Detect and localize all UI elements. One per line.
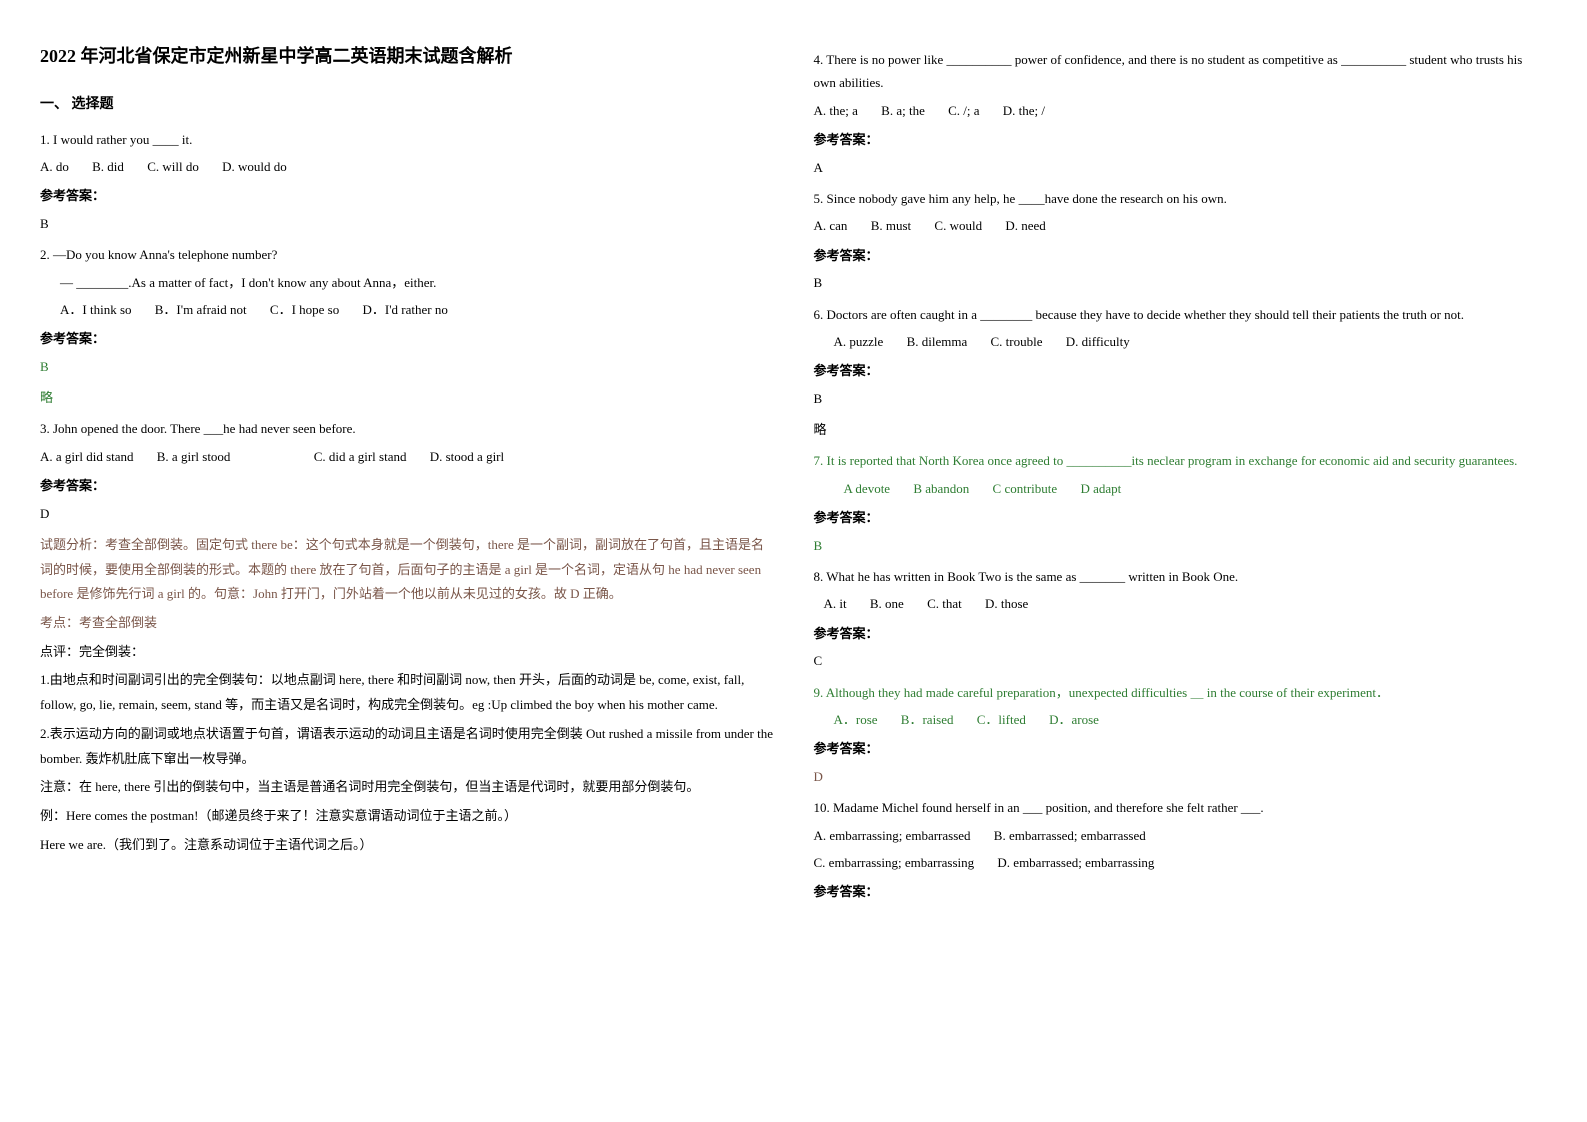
q8-answer: C xyxy=(814,649,1548,672)
q6-answer-label: 参考答案： xyxy=(814,359,1548,382)
q6-opt-c: C. trouble xyxy=(990,334,1042,349)
question-8-options: A. it B. one C. that D. those xyxy=(814,592,1548,615)
q4-opt-a: A. the; a xyxy=(814,103,858,118)
q1-answer: B xyxy=(40,212,774,235)
q3-exp8: Here we are.（我们到了。注意系动词位于主语代词之后。） xyxy=(40,833,774,858)
q4-opt-d: D. the; / xyxy=(1003,103,1045,118)
q3-opt-a: A. a girl did stand xyxy=(40,449,134,464)
question-6: 6. Doctors are often caught in a _______… xyxy=(814,303,1548,326)
q3-opt-c: C. did a girl stand xyxy=(314,449,407,464)
question-2: 2. —Do you know Anna's telephone number? xyxy=(40,243,774,266)
q5-answer: B xyxy=(814,271,1548,294)
question-1-options: A. do B. did C. will do D. would do xyxy=(40,155,774,178)
q7-opt-a: A devote xyxy=(844,481,891,496)
q7-answer-label: 参考答案： xyxy=(814,506,1548,529)
q10-opt-d: D. embarrassed; embarrassing xyxy=(997,855,1154,870)
q8-opt-c: C. that xyxy=(927,596,962,611)
question-3: 3. John opened the door. There ___he had… xyxy=(40,417,774,440)
right-column: 4. There is no power like __________ pow… xyxy=(814,40,1548,904)
question-4: 4. There is no power like __________ pow… xyxy=(814,48,1548,95)
q2-answer: B xyxy=(40,355,774,378)
q3-exp3: 点评：完全倒装： xyxy=(40,640,774,665)
question-10-options: A. embarrassing; embarrassed B. embarras… xyxy=(814,824,1548,847)
question-2-line2: — ________.As a matter of fact，I don't k… xyxy=(40,271,774,294)
q1-opt-b: B. did xyxy=(92,159,124,174)
q7-opt-c: C contribute xyxy=(993,481,1058,496)
question-7-options: A devote B abandon C contribute D adapt xyxy=(814,477,1548,500)
q1-answer-label: 参考答案： xyxy=(40,184,774,207)
q10-opt-c: C. embarrassing; embarrassing xyxy=(814,855,975,870)
q9-answer: D xyxy=(814,765,1548,788)
page-title: 2022 年河北省保定市定州新星中学高二英语期末试题含解析 xyxy=(40,40,774,72)
question-9: 9. Although they had made careful prepar… xyxy=(814,681,1548,704)
question-2-options: A．I think so B．I'm afraid not C．I hope s… xyxy=(40,298,774,321)
q2-opt-c: C．I hope so xyxy=(270,302,339,317)
q4-opt-b: B. a; the xyxy=(881,103,925,118)
q9-opt-d: D．arose xyxy=(1049,712,1099,727)
section-heading: 一、 选择题 xyxy=(40,92,774,117)
q2-note: 略 xyxy=(40,386,774,409)
question-5: 5. Since nobody gave him any help, he __… xyxy=(814,187,1548,210)
q5-opt-a: A. can xyxy=(814,218,848,233)
q8-opt-b: B. one xyxy=(870,596,904,611)
question-3-options: A. a girl did stand B. a girl stood C. d… xyxy=(40,445,774,468)
q5-opt-b: B. must xyxy=(871,218,911,233)
q3-answer-label: 参考答案： xyxy=(40,474,774,497)
q8-opt-d: D. those xyxy=(985,596,1028,611)
q5-answer-label: 参考答案： xyxy=(814,244,1548,267)
q2-answer-label: 参考答案： xyxy=(40,327,774,350)
q6-opt-b: B. dilemma xyxy=(907,334,968,349)
q7-opt-d: D adapt xyxy=(1080,481,1121,496)
q8-answer-label: 参考答案： xyxy=(814,622,1548,645)
q10-opt-a: A. embarrassing; embarrassed xyxy=(814,828,971,843)
left-column: 2022 年河北省保定市定州新星中学高二英语期末试题含解析 一、 选择题 1. … xyxy=(40,40,774,904)
q3-exp2: 考点：考查全部倒装 xyxy=(40,611,774,636)
q2-opt-b: B．I'm afraid not xyxy=(155,302,247,317)
q3-exp1: 试题分析：考查全部倒装。固定句式 there be：这个句式本身就是一个倒装句，… xyxy=(40,533,774,607)
q4-answer-label: 参考答案： xyxy=(814,128,1548,151)
q3-exp6: 注意：在 here, there 引出的倒装句中，当主语是普通名词时用完全倒装句… xyxy=(40,775,774,800)
q4-answer: A xyxy=(814,156,1548,179)
q7-opt-b: B abandon xyxy=(913,481,969,496)
q1-opt-a: A. do xyxy=(40,159,69,174)
q10-opt-b: B. embarrassed; embarrassed xyxy=(994,828,1146,843)
q1-opt-d: D. would do xyxy=(222,159,287,174)
question-10: 10. Madame Michel found herself in an __… xyxy=(814,796,1548,819)
question-5-options: A. can B. must C. would D. need xyxy=(814,214,1548,237)
q2-opt-d: D．I'd rather no xyxy=(363,302,448,317)
q9-opt-b: B．raised xyxy=(901,712,954,727)
q3-exp4: 1.由地点和时间副词引出的完全倒装句：以地点副词 here, there 和时间… xyxy=(40,668,774,717)
q9-opt-c: C．lifted xyxy=(977,712,1026,727)
q6-opt-a: A. puzzle xyxy=(834,334,884,349)
q2-opt-a: A．I think so xyxy=(60,302,132,317)
q6-opt-d: D. difficulty xyxy=(1066,334,1130,349)
q3-opt-d: D. stood a girl xyxy=(430,449,504,464)
question-10-options-2: C. embarrassing; embarrassing D. embarra… xyxy=(814,851,1548,874)
q3-answer: D xyxy=(40,502,774,525)
q7-answer: B xyxy=(814,534,1548,557)
q10-answer-label: 参考答案： xyxy=(814,880,1548,903)
q3-opt-b: B. a girl stood xyxy=(157,449,231,464)
question-6-options: A. puzzle B. dilemma C. trouble D. diffi… xyxy=(814,330,1548,353)
q6-answer: B xyxy=(814,387,1548,410)
q9-opt-a: A．rose xyxy=(834,712,878,727)
question-7: 7. It is reported that North Korea once … xyxy=(814,449,1548,472)
q1-opt-c: C. will do xyxy=(147,159,199,174)
q6-note: 略 xyxy=(814,418,1548,441)
q8-opt-a: A. it xyxy=(824,596,847,611)
question-9-options: A．rose B．raised C．lifted D．arose xyxy=(814,708,1548,731)
q3-exp5: 2.表示运动方向的副词或地点状语置于句首，谓语表示运动的动词且主语是名词时使用完… xyxy=(40,722,774,771)
q4-opt-c: C. /; a xyxy=(948,103,979,118)
question-8: 8. What he has written in Book Two is th… xyxy=(814,565,1548,588)
q5-opt-c: C. would xyxy=(934,218,982,233)
question-1: 1. I would rather you ____ it. xyxy=(40,128,774,151)
q3-exp7: 例：Here comes the postman!（邮递员终于来了！注意实意谓语… xyxy=(40,804,774,829)
q9-answer-label: 参考答案： xyxy=(814,737,1548,760)
q5-opt-d: D. need xyxy=(1005,218,1045,233)
question-4-options: A. the; a B. a; the C. /; a D. the; / xyxy=(814,99,1548,122)
